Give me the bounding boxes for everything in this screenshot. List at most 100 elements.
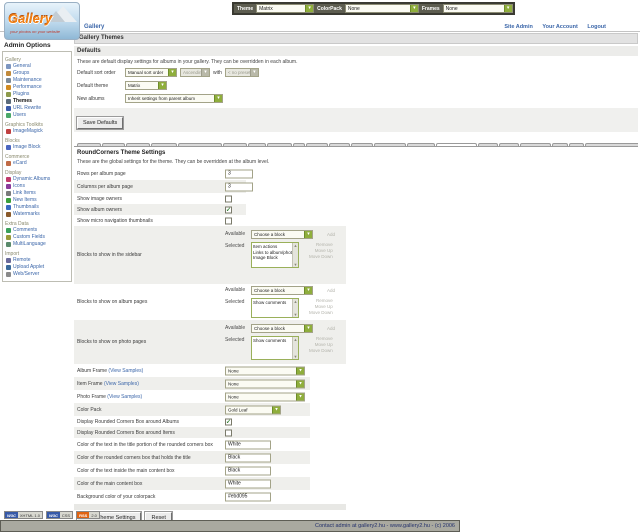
scroll-down-icon[interactable]: ▼ xyxy=(293,312,298,317)
album-frame-select[interactable]: None xyxy=(225,366,305,375)
sidebar-item-url-rewrite[interactable]: URL Rewrite xyxy=(6,105,70,112)
list-item[interactable]: Links to album/photo peers xyxy=(253,249,292,255)
sidebar-item-custom-fields[interactable]: Custom Fields xyxy=(6,234,70,241)
tab-eclecticthreads[interactable]: EclecticThreads xyxy=(177,143,223,146)
sidebar-item-remote[interactable]: Remote xyxy=(6,257,70,264)
title-text-color-input[interactable] xyxy=(225,440,271,449)
list-item[interactable]: Show comments xyxy=(253,338,287,343)
scroll-up-icon[interactable]: ▲ xyxy=(293,299,298,304)
color-pack-select[interactable]: Gold Leaf xyxy=(225,405,281,414)
theme-select[interactable]: Matrix xyxy=(256,4,315,13)
sidebar-item-ecard[interactable]: eCard xyxy=(6,160,70,167)
item-frame-samples-link[interactable]: (View Samples) xyxy=(103,380,139,387)
blocks-album-available-select[interactable]: Choose a block xyxy=(251,286,313,295)
tab-roundcorners[interactable]: RoundCorners xyxy=(436,143,478,146)
sidebar-item-new-items[interactable]: New Items xyxy=(6,197,70,204)
blocks-sidebar-available-select[interactable]: Choose a block xyxy=(251,230,313,239)
album-frame-samples-link[interactable]: (View Samples) xyxy=(108,367,144,374)
rounded-albums-checkbox[interactable]: ✓ xyxy=(225,418,232,425)
sidebar-item-users[interactable]: Users xyxy=(6,112,70,119)
sidebar-item-dynamic-albums[interactable]: Dynamic Albums xyxy=(6,176,70,183)
tab-matrix[interactable]: Matrix xyxy=(329,143,350,146)
chevron-down-icon[interactable] xyxy=(214,95,222,102)
scrollbar[interactable]: ▲ ▼ xyxy=(292,299,298,317)
tab-floatrix[interactable]: Floatrix xyxy=(223,143,248,146)
chevron-down-icon[interactable] xyxy=(409,5,418,12)
chevron-down-icon[interactable] xyxy=(296,367,304,374)
show-micro-nav-checkbox[interactable] xyxy=(225,217,232,224)
tab-splatbang[interactable]: SplatBang xyxy=(520,143,551,146)
columns-per-page-input[interactable] xyxy=(225,182,253,191)
sidebar-item-upload-applet[interactable]: Upload Applet xyxy=(6,264,70,271)
rounded-items-checkbox[interactable] xyxy=(225,429,232,436)
chevron-down-icon[interactable] xyxy=(168,69,176,76)
breadcrumb[interactable]: Gallery xyxy=(84,24,105,30)
item-frame-select[interactable]: None xyxy=(225,379,305,388)
scroll-up-icon[interactable]: ▲ xyxy=(293,337,298,342)
sidebar-item-comments[interactable]: Comments xyxy=(6,227,70,234)
sidebar-item-image-block[interactable]: Image Block xyxy=(6,144,70,151)
tab-wordpressembedded[interactable]: WordpressEmbedded xyxy=(584,143,638,146)
chevron-down-icon[interactable] xyxy=(305,5,314,12)
rows-per-page-input[interactable] xyxy=(225,169,253,178)
scrollbar[interactable]: ▲ ▼ xyxy=(292,337,298,359)
colorpack-bg-input[interactable] xyxy=(225,492,271,501)
photo-frame-samples-link[interactable]: (View Samples) xyxy=(107,393,143,400)
blocks-photo-selected-list[interactable]: Show comments ▲ ▼ xyxy=(251,336,299,360)
chevron-down-icon[interactable] xyxy=(272,406,280,413)
chevron-down-icon[interactable] xyxy=(158,82,166,89)
chevron-down-icon[interactable] xyxy=(503,5,512,12)
title-box-color-input[interactable] xyxy=(225,453,271,462)
blocks-photo-available-select[interactable]: Choose a block xyxy=(251,324,313,333)
sidebar-item-performance[interactable]: Performance xyxy=(6,84,70,91)
new-albums-select[interactable]: Inherit settings from parent album xyxy=(125,94,223,103)
sidebar-item-general[interactable]: General xyxy=(6,63,70,70)
tab-pgtheme[interactable]: PGtheme xyxy=(407,143,436,146)
chevron-down-icon[interactable] xyxy=(296,393,304,400)
tab-fluid[interactable]: Fluid xyxy=(248,143,267,146)
tab-siriux[interactable]: Siriux xyxy=(478,143,499,146)
tab-tian[interactable]: Tian xyxy=(551,143,568,146)
list-item[interactable]: Item actions xyxy=(253,244,278,249)
rss-badge[interactable]: RSS 2.0 xyxy=(76,511,100,519)
xhtml-badge[interactable]: W3C XHTML 1.0 xyxy=(4,511,43,519)
list-item[interactable]: Show comments xyxy=(253,300,287,305)
scroll-down-icon[interactable]: ▼ xyxy=(293,354,298,359)
tab-classic[interactable]: Classic xyxy=(126,143,150,146)
tab-tile[interactable]: Tile xyxy=(569,143,584,146)
tab-ajaxian[interactable]: Ajaxian xyxy=(77,143,101,146)
sidebar-item-themes[interactable]: Themes xyxy=(6,98,70,105)
chevron-down-icon[interactable] xyxy=(304,287,312,294)
photo-frame-select[interactable]: None xyxy=(225,392,305,401)
scroll-up-icon[interactable]: ▲ xyxy=(293,243,298,248)
chevron-down-icon[interactable] xyxy=(304,325,312,332)
sidebar-item-groups[interactable]: Groups xyxy=(6,70,70,77)
save-defaults-button[interactable]: Save Defaults xyxy=(75,116,125,130)
site-admin-link[interactable]: Site Admin xyxy=(504,24,533,30)
blocks-album-selected-list[interactable]: Show comments ▲ ▼ xyxy=(251,298,299,318)
chevron-down-icon[interactable] xyxy=(304,231,312,238)
logout-link[interactable]: Logout xyxy=(587,24,606,30)
sidebar-item-maintenance[interactable]: Maintenance xyxy=(6,77,70,84)
tab-carbon[interactable]: Carbon xyxy=(101,143,126,146)
tab-pglightbox[interactable]: PGlightbox xyxy=(373,143,407,146)
gallery-logo[interactable]: Gallery your photos on your website xyxy=(4,2,80,40)
your-account-link[interactable]: Your Account xyxy=(542,24,578,30)
sidebar-item-watermarks[interactable]: Watermarks xyxy=(6,211,70,218)
sidebar-item-link-items[interactable]: Link Items xyxy=(6,190,70,197)
sidebar-item-multilanguage[interactable]: MultiLanguage xyxy=(6,241,70,248)
tab-forsale[interactable]: ForSale xyxy=(267,143,292,146)
tab-copyleft[interactable]: Copyleft xyxy=(150,143,177,146)
content-box-color-input[interactable] xyxy=(225,479,271,488)
sidebar-item-imagemagick[interactable]: ImageMagick xyxy=(6,128,70,135)
show-album-owners-checkbox[interactable]: ✓ xyxy=(225,206,232,213)
tab-slider[interactable]: Slider xyxy=(499,143,520,146)
css-badge[interactable]: W3C CSS xyxy=(45,511,74,519)
tab-hybrid[interactable]: Hybrid xyxy=(306,143,329,146)
sidebar-item-plugins[interactable]: Plugins xyxy=(6,91,70,98)
colorpack-select[interactable]: None xyxy=(344,4,419,13)
sidebar-item-icons[interactable]: Icons xyxy=(6,183,70,190)
chevron-down-icon[interactable] xyxy=(296,380,304,387)
blocks-sidebar-selected-list[interactable]: Item actions Links to album/photo peers … xyxy=(251,242,299,268)
sidebar-item-web-server[interactable]: Web/Server xyxy=(6,271,70,278)
